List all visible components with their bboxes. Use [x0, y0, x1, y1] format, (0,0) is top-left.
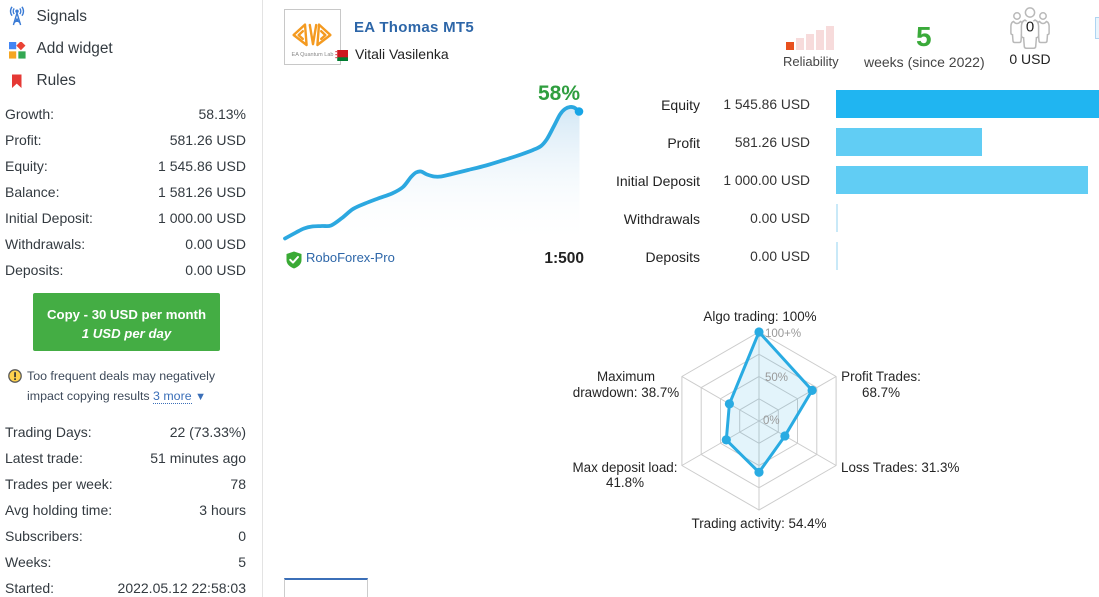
svg-text:0: 0	[1026, 19, 1034, 36]
